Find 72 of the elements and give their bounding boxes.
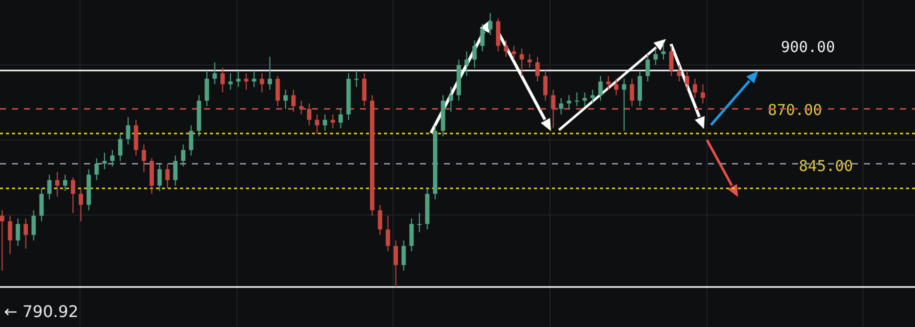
candlestick bbox=[472, 40, 477, 68]
candlestick bbox=[480, 23, 485, 52]
candlestick bbox=[110, 150, 115, 167]
candlestick bbox=[165, 163, 170, 189]
candlestick bbox=[402, 240, 406, 272]
candlestick bbox=[212, 62, 217, 85]
candlestick bbox=[677, 64, 682, 82]
candlestick bbox=[16, 218, 20, 246]
candlestick bbox=[31, 210, 36, 241]
candlestick bbox=[70, 176, 76, 214]
candlestick bbox=[566, 94, 572, 110]
text: ← 790.92 bbox=[4, 302, 78, 321]
candlestick bbox=[276, 76, 280, 107]
candlestick bbox=[598, 76, 603, 102]
candlestick bbox=[322, 114, 328, 132]
candlestick bbox=[700, 84, 705, 104]
candlestick bbox=[47, 174, 52, 200]
candlestick bbox=[157, 163, 162, 192]
candlestick bbox=[252, 70, 256, 88]
candlestick bbox=[520, 48, 524, 77]
candlestick bbox=[630, 78, 634, 107]
candlestick bbox=[558, 97, 564, 115]
candlestick bbox=[236, 70, 241, 88]
candlestick bbox=[62, 174, 68, 192]
candlestick bbox=[669, 45, 674, 77]
candlestick bbox=[464, 50, 469, 77]
candlestick bbox=[24, 218, 28, 250]
candlestick bbox=[0, 210, 4, 272]
candlestick bbox=[78, 188, 84, 222]
candlestick bbox=[653, 48, 658, 66]
candlestick bbox=[314, 114, 320, 134]
candlestick bbox=[543, 70, 548, 102]
candlestick bbox=[338, 108, 343, 129]
candlestick bbox=[646, 54, 650, 82]
candlestick bbox=[448, 86, 454, 112]
candlestick bbox=[362, 72, 366, 107]
candlestick bbox=[126, 116, 130, 146]
candlestick bbox=[614, 78, 618, 96]
candlestick bbox=[504, 40, 508, 58]
candlestick bbox=[354, 70, 359, 88]
candlestick bbox=[181, 144, 186, 167]
candlestick bbox=[527, 54, 532, 68]
candlestick bbox=[283, 89, 288, 110]
candlestick bbox=[118, 133, 122, 162]
candlestick bbox=[590, 89, 595, 104]
candlestick bbox=[378, 204, 382, 236]
candlestick bbox=[204, 70, 210, 107]
candlestick bbox=[488, 12, 492, 36]
candlestick bbox=[606, 76, 611, 90]
candlestick bbox=[173, 154, 178, 186]
candlestick bbox=[142, 144, 146, 172]
candlestick bbox=[582, 92, 587, 107]
candlestick bbox=[8, 215, 12, 255]
text: 900.00 bbox=[780, 38, 835, 56]
candlestick bbox=[188, 124, 194, 156]
candlestick bbox=[409, 218, 414, 252]
candlestick bbox=[417, 212, 422, 233]
candlestick bbox=[220, 67, 225, 93]
candlestick bbox=[512, 45, 516, 60]
candlestick bbox=[39, 188, 44, 222]
candlestick bbox=[692, 78, 698, 98]
candlestick bbox=[330, 114, 335, 129]
candlestick bbox=[244, 72, 248, 90]
candlestick bbox=[622, 78, 626, 132]
candlestick bbox=[684, 70, 690, 90]
candlestick bbox=[268, 56, 272, 90]
candlestick bbox=[574, 92, 580, 107]
candlestick bbox=[535, 56, 540, 82]
candlestick bbox=[386, 215, 390, 252]
candlestick bbox=[94, 158, 99, 181]
candlestick bbox=[394, 240, 398, 288]
candlestick bbox=[55, 171, 60, 198]
